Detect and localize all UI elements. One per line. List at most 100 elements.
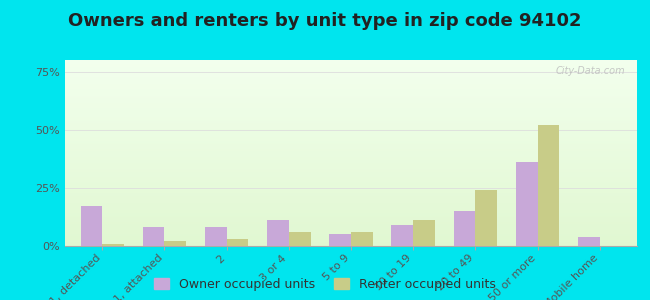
Bar — [65, 221, 637, 222]
Bar — [65, 82, 637, 84]
Bar — [102, 244, 124, 246]
Bar — [65, 149, 637, 151]
Bar — [65, 123, 637, 124]
Bar — [65, 154, 637, 155]
Bar — [65, 237, 637, 238]
Bar — [65, 88, 637, 90]
Bar — [65, 131, 637, 132]
Bar — [65, 188, 637, 189]
Bar — [65, 132, 637, 133]
Bar — [65, 202, 637, 204]
Bar — [65, 179, 637, 180]
Bar — [65, 210, 637, 211]
Bar — [65, 242, 637, 244]
Bar — [65, 121, 637, 122]
Bar — [65, 126, 637, 127]
Bar — [65, 172, 637, 173]
Bar — [65, 198, 637, 199]
Bar — [65, 142, 637, 143]
Bar — [65, 106, 637, 107]
Bar — [65, 133, 637, 134]
Bar — [65, 80, 637, 81]
Legend: Owner occupied units, Renter occupied units: Owner occupied units, Renter occupied un… — [154, 278, 496, 291]
Bar — [65, 162, 637, 163]
Bar — [65, 204, 637, 205]
Bar — [65, 75, 637, 76]
Bar — [65, 124, 637, 126]
Bar — [65, 173, 637, 174]
Bar — [65, 140, 637, 141]
Bar — [65, 77, 637, 79]
Bar — [65, 84, 637, 85]
Bar — [81, 206, 102, 246]
Bar — [164, 241, 187, 246]
Bar — [65, 61, 637, 62]
Bar — [65, 76, 637, 77]
Bar — [65, 160, 637, 162]
Bar — [65, 227, 637, 229]
Bar — [65, 116, 637, 117]
Bar — [65, 94, 637, 95]
Bar — [267, 220, 289, 246]
Bar — [65, 189, 637, 190]
Bar — [65, 206, 637, 208]
Bar — [65, 98, 637, 100]
Bar — [65, 95, 637, 96]
Bar — [65, 184, 637, 185]
Bar — [65, 231, 637, 232]
Bar — [65, 147, 637, 148]
Bar — [65, 220, 637, 221]
Bar — [65, 134, 637, 136]
Bar — [65, 69, 637, 70]
Bar — [65, 146, 637, 147]
Bar — [65, 71, 637, 72]
Bar — [65, 199, 637, 200]
Bar — [65, 87, 637, 88]
Bar — [65, 178, 637, 179]
Bar — [578, 237, 600, 246]
Bar — [65, 97, 637, 98]
Bar — [65, 115, 637, 116]
Bar — [65, 158, 637, 159]
Bar — [65, 122, 637, 123]
Bar — [65, 144, 637, 145]
Bar — [65, 70, 637, 71]
Bar — [65, 65, 637, 66]
Bar — [65, 164, 637, 165]
Bar — [65, 238, 637, 240]
Bar — [65, 219, 637, 220]
Bar — [65, 245, 637, 246]
Bar — [65, 129, 637, 131]
Bar — [143, 227, 164, 246]
Bar — [65, 244, 637, 245]
Bar — [65, 102, 637, 104]
Bar — [65, 66, 637, 68]
Bar — [65, 194, 637, 195]
Bar — [391, 225, 413, 246]
Bar — [65, 175, 637, 177]
Bar — [65, 110, 637, 111]
Bar — [65, 111, 637, 112]
Bar — [65, 193, 637, 194]
Bar — [65, 165, 637, 166]
Bar — [413, 220, 435, 246]
Bar — [65, 105, 637, 106]
Bar — [65, 209, 637, 210]
Bar — [65, 113, 637, 115]
Bar — [65, 143, 637, 144]
Bar — [65, 236, 637, 237]
Bar — [65, 229, 637, 230]
Bar — [65, 127, 637, 128]
Bar — [65, 234, 637, 235]
Bar — [65, 90, 637, 91]
Bar — [65, 211, 637, 212]
Bar — [205, 227, 227, 246]
Bar — [65, 167, 637, 168]
Bar — [65, 153, 637, 154]
Bar — [65, 85, 637, 86]
Bar — [65, 81, 637, 82]
Bar — [65, 180, 637, 181]
Bar — [65, 232, 637, 234]
Bar — [65, 215, 637, 216]
Bar — [65, 218, 637, 219]
